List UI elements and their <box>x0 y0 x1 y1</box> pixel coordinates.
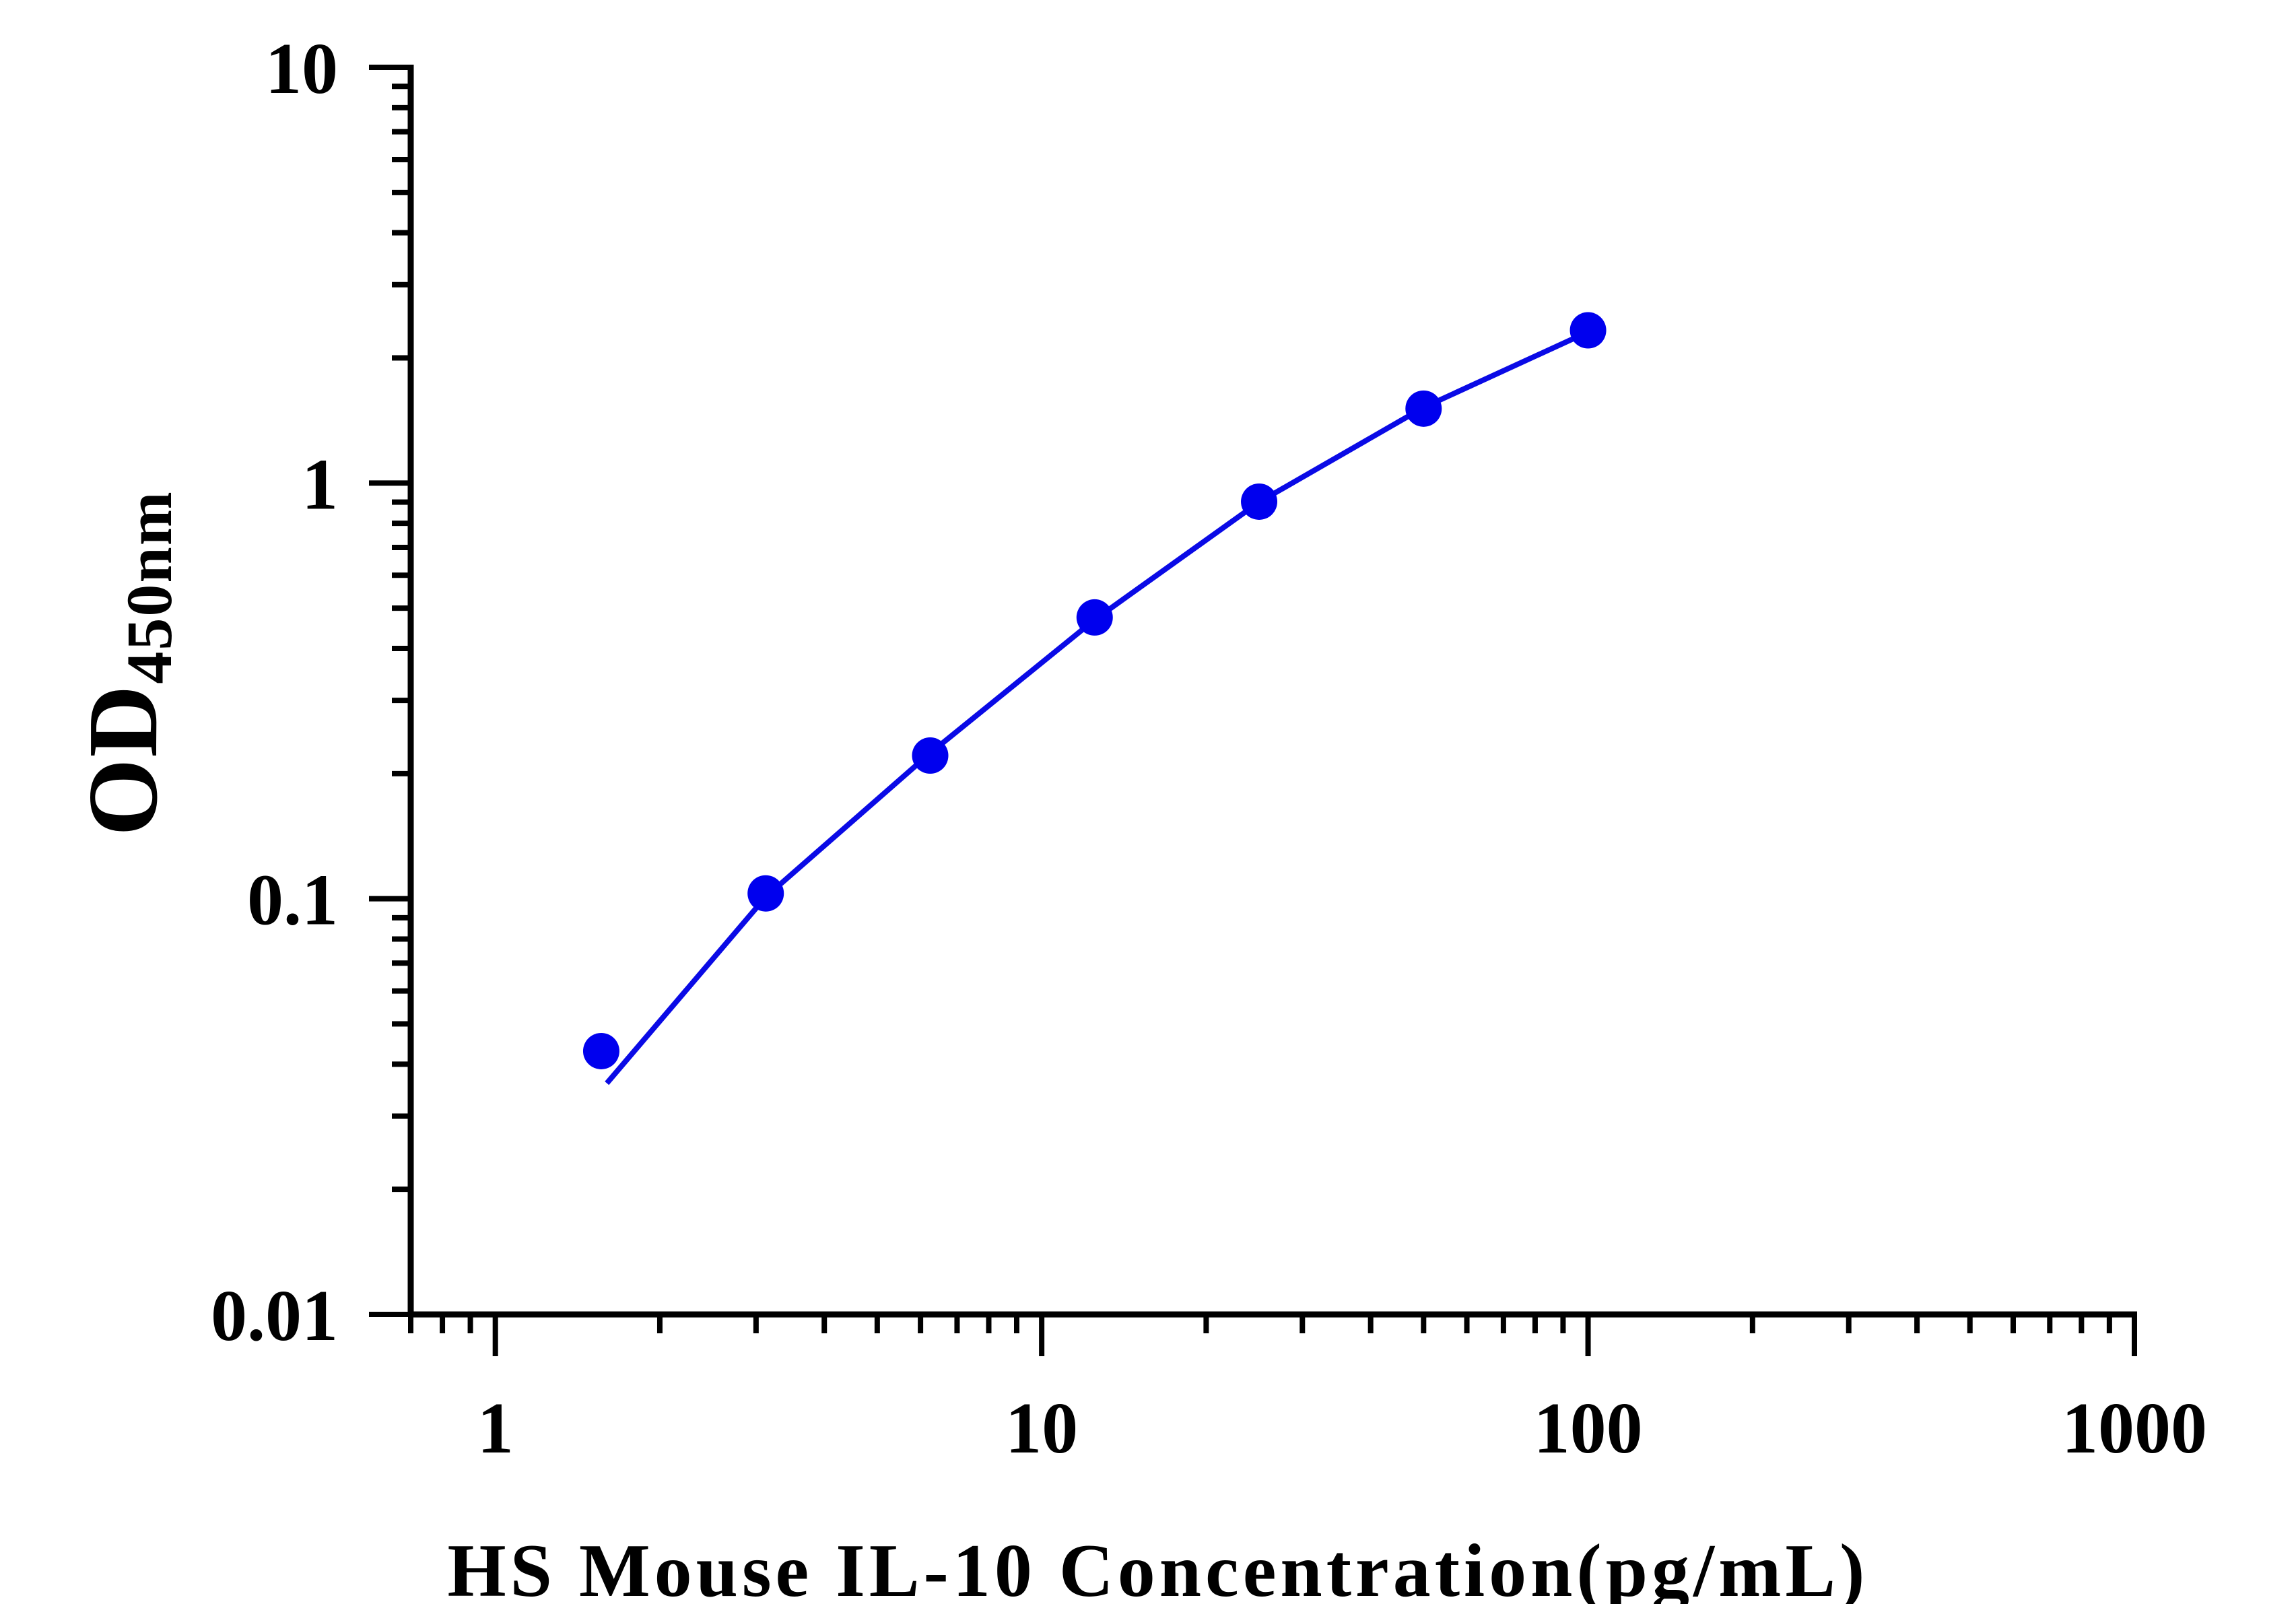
fit-curve <box>605 329 1590 1085</box>
axes <box>407 65 2137 1318</box>
data-point <box>912 737 949 774</box>
y-tick-labels: 0.01 0.1 1 10 <box>211 29 338 1356</box>
x-tick-label: 1 <box>477 1389 514 1469</box>
x-ticks <box>408 1314 2137 1356</box>
data-point <box>1076 599 1113 636</box>
data-point <box>747 875 784 912</box>
y-axis-title-main: OD <box>68 684 178 836</box>
x-axis-title: HS Mouse IL-10 Concentration(pg/mL) <box>448 1529 1869 1604</box>
y-tick-label: 0.01 <box>211 1276 338 1356</box>
y-tick-label: 0.1 <box>247 861 338 941</box>
y-ticks <box>369 65 411 1317</box>
data-point <box>582 1032 619 1069</box>
y-tick-label: 1 <box>302 444 338 525</box>
data-point <box>1569 312 1607 349</box>
x-tick-label: 10 <box>1005 1389 1078 1469</box>
y-axis-title-subscript: 450nm <box>113 490 185 683</box>
x-tick-label: 1000 <box>2062 1389 2207 1469</box>
x-tick-label: 100 <box>1534 1389 1643 1469</box>
y-tick-label: 10 <box>265 29 338 109</box>
data-point <box>1241 483 1278 520</box>
data-point <box>1405 390 1442 427</box>
y-axis-title: OD450nm <box>68 490 185 836</box>
x-tick-labels: 1 10 100 1000 <box>477 1389 2207 1469</box>
data-points <box>582 312 1607 1069</box>
